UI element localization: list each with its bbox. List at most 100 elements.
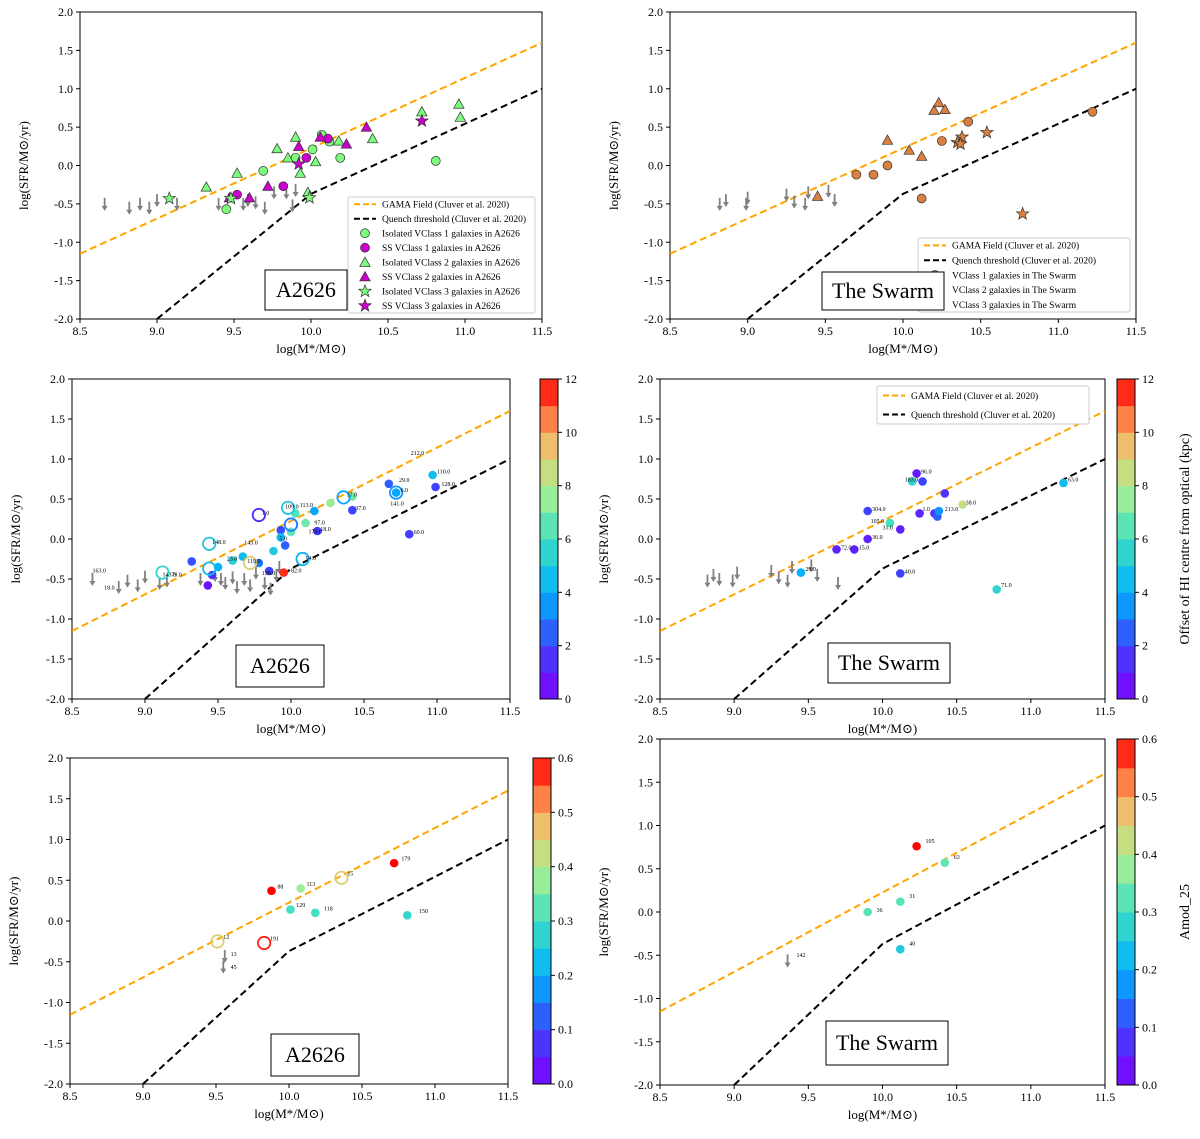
upper-limit-arrow <box>267 582 274 596</box>
point-label: 105 <box>926 839 935 845</box>
upper-limit-arrow <box>744 191 751 205</box>
data-point <box>280 541 290 550</box>
data-point <box>360 121 373 132</box>
panel-label: The Swarm <box>825 1020 949 1066</box>
data-point-open <box>283 517 299 532</box>
panel-a2626-amod: 8.5 9.0 9.5 10.0 10.5 11.0 11.5 -2.0 -1.5 -1.0 -0.… <box>6 751 518 1121</box>
point-label: 1.0 <box>262 511 270 517</box>
x-axis-label: log(M*/M⊙) <box>848 1107 917 1122</box>
colorbar-tick-label: 0.4 <box>1142 847 1157 861</box>
legend-label: Isolated VClass 3 galaxies in A2626 <box>382 288 520 298</box>
colorbar-segment <box>1117 565 1135 593</box>
colorbar-segment <box>1117 485 1135 513</box>
colorbar-swarm-amod: 0.0 0.1 0.2 0.3 0.4 0.5 0.6 Amod_25 <box>1116 732 1193 1092</box>
y-axis: -2.0 -1.5 -1.0 -0.5 0.0 0.5 1.0 1.5 2.0 <box>44 751 70 1091</box>
upper-limit-head <box>240 205 247 211</box>
data-point-open <box>257 935 272 951</box>
colorbar-tick-label: 0.6 <box>558 751 573 765</box>
x-tick-label: 10.0 <box>281 704 302 718</box>
panel-label-text: The Swarm <box>836 1030 938 1055</box>
y-tick-label: 1.5 <box>58 43 73 57</box>
legend-label: VClass 2 galaxies in The Swarm <box>952 286 1077 296</box>
data-point-open <box>334 870 349 885</box>
point-label: 143.0 <box>244 541 258 547</box>
data-point <box>896 525 905 534</box>
data-point <box>912 841 921 851</box>
upper-limit-arrow <box>252 566 259 580</box>
upper-limit-arrow <box>261 577 268 590</box>
upper-limit-head <box>261 585 268 590</box>
x-axis-label: log(M*/M⊙) <box>868 341 937 356</box>
y-tick-label: -2.0 <box>44 1077 63 1091</box>
point-label: 97.0 <box>314 521 325 527</box>
x-tick-label: 9.0 <box>138 704 153 718</box>
colorbar-tick-label: 0.4 <box>558 860 573 874</box>
y-tick-label: 1.5 <box>638 412 653 426</box>
point-label: 179.0 <box>309 529 323 535</box>
upper-limit-arrow <box>783 188 790 202</box>
upper-limit-head <box>784 962 791 968</box>
colorbar-segment <box>1117 405 1135 433</box>
data-point <box>262 180 274 191</box>
legend-entry: Isolated VClass 1 galaxies in A2626 <box>360 228 520 240</box>
point-label: 38.0 <box>966 501 977 507</box>
colorbar-tick-label: 0.5 <box>1142 790 1157 804</box>
upper-limit-head <box>744 199 751 205</box>
upper-limit-head <box>197 581 204 586</box>
upper-limit-head <box>101 205 108 211</box>
point-label: 88 <box>277 884 283 890</box>
upper-limit-arrow <box>704 574 711 588</box>
y-tick-label: 1.5 <box>638 775 653 789</box>
legend-marker <box>357 298 373 312</box>
x-tick-label: 10.5 <box>378 324 399 338</box>
data-point <box>323 133 333 144</box>
point-label: 37.0 <box>355 506 366 512</box>
point-label: 29.0 <box>805 567 816 573</box>
data-point <box>271 142 283 154</box>
data-point <box>863 506 872 516</box>
y-axis: -2.0 -1.5 -1.0 -0.5 0.0 0.5 1.0 1.5 2.0 <box>54 5 80 326</box>
data-point <box>958 500 967 509</box>
data-point <box>903 144 916 155</box>
colorbar-segment <box>1117 825 1135 855</box>
upper-limit-head <box>716 205 723 211</box>
upper-limit-head <box>137 205 144 211</box>
data-point <box>979 124 995 139</box>
point-label: 40 <box>909 942 915 948</box>
data-point <box>832 545 841 554</box>
data-point <box>291 156 306 171</box>
upper-limit-arrow <box>784 574 791 588</box>
colorbar-tick-label: 6 <box>1142 532 1148 546</box>
data-point <box>953 136 968 151</box>
upper-limit-arrow <box>273 569 280 582</box>
colorbar-segment <box>1117 512 1135 540</box>
x-tick-label: 9.0 <box>150 324 165 338</box>
x-tick-label: 10.0 <box>893 324 914 338</box>
legend-label: GAMA Field (Cluver et al. 2020) <box>952 241 1079 252</box>
data-point <box>811 190 824 201</box>
legend: GAMA Field (Cluver et al. 2020) Quench th… <box>347 196 536 314</box>
colorbar-segment <box>1117 969 1135 999</box>
data-point <box>384 479 394 489</box>
panel-label-text: The Swarm <box>838 650 940 675</box>
point-label: 143.0 <box>163 573 177 579</box>
colorbar-segment <box>1117 883 1135 913</box>
data-point-open <box>336 490 351 505</box>
panel-label-text: A2626 <box>250 653 310 678</box>
colorbar-segment <box>533 839 551 868</box>
upper-limit-arrow <box>146 201 153 215</box>
data-point <box>431 482 440 492</box>
y-axis-label: log(SFR/M⊙/yr) <box>596 868 611 957</box>
upper-limit-arrow <box>716 573 723 586</box>
colorbar-segment <box>533 1029 551 1058</box>
upper-limit-arrow <box>289 199 296 213</box>
data-point <box>276 533 286 542</box>
data-point <box>963 116 974 127</box>
upper-limit-head <box>722 202 729 208</box>
upper-limit-arrow <box>221 950 228 964</box>
upper-limit-head <box>247 587 254 593</box>
y-tick-label: -1.0 <box>54 235 73 249</box>
legend-label: SS VClass 1 galaxies in A2626 <box>382 244 501 254</box>
data-point-open <box>251 507 266 523</box>
data-point <box>896 897 905 906</box>
